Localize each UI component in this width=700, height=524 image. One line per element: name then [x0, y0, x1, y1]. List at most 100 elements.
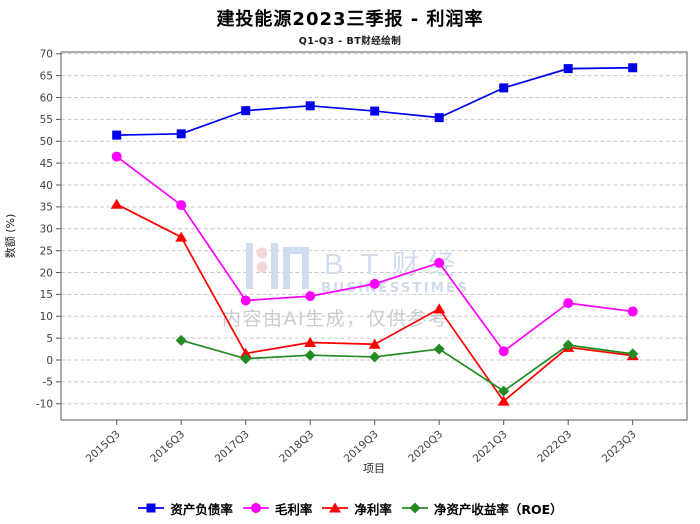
x-tick-label: 2023Q3: [600, 428, 639, 465]
triangle-marker-icon: [322, 502, 349, 513]
series-2: [110, 198, 639, 406]
series-0: [112, 63, 638, 140]
plot-area: ＢＴ财经BUSINESSTIMES内容由AI生成，仅供参考-10-5051015…: [4, 49, 688, 475]
data-point: [368, 338, 381, 349]
legend-marker: [409, 502, 421, 514]
x-tick-label: 2015Q3: [84, 428, 123, 465]
watermark-ai-note: 内容由AI生成，仅供参考: [222, 308, 449, 330]
y-tick-label: 35: [40, 202, 53, 214]
data-point: [175, 334, 187, 346]
data-point: [110, 198, 123, 209]
chart-title: 建投能源2023三季报 - 利润率: [216, 9, 484, 30]
data-point: [497, 395, 510, 406]
circle-marker-icon: [242, 503, 269, 513]
legend-marker: [329, 502, 342, 513]
data-point: [305, 291, 316, 302]
x-tick-label: 2022Q3: [535, 428, 574, 465]
series-3: [175, 334, 639, 397]
data-point: [176, 129, 186, 139]
y-tick-label: 40: [40, 180, 53, 192]
y-tick-label: 70: [40, 49, 53, 61]
watermark-logo-bar: [246, 243, 253, 289]
watermark-logo-bar: [283, 247, 309, 254]
x-tick-label: 2016Q3: [148, 428, 187, 465]
x-tick-label: 2017Q3: [213, 428, 252, 465]
y-tick-label: 45: [40, 158, 53, 170]
data-point: [498, 346, 509, 357]
y-tick-label: -10: [36, 399, 53, 411]
y-axis-title: 数额 (%): [4, 214, 17, 259]
data-point: [563, 64, 573, 74]
y-tick-label: 15: [40, 289, 53, 301]
y-axis: -10 -5 0 5 10 15 20 25 30 35 40 45 50 55 60 65 70: [36, 49, 61, 411]
data-point: [239, 347, 252, 358]
y-tick-label: 10: [40, 311, 53, 323]
data-point: [369, 351, 381, 363]
data-point: [304, 337, 317, 347]
diamond-marker-icon: [401, 502, 428, 514]
legend: 资产负债率 毛利率 净利率 净资产收益率（ROE）: [0, 497, 700, 519]
data-point: [562, 339, 574, 351]
data-point: [434, 257, 445, 268]
data-point: [370, 106, 380, 116]
series-line: [115, 203, 634, 402]
data-point: [175, 231, 188, 242]
y-tick-label: 55: [40, 114, 53, 126]
x-axis-title: 项目: [363, 462, 385, 475]
y-tick-label: 0: [46, 355, 53, 367]
x-tick-label: 2020Q3: [406, 428, 445, 465]
y-tick-label: 5: [46, 333, 53, 345]
y-tick-label: 30: [40, 224, 53, 236]
data-point: [176, 200, 187, 211]
watermark-logo-dot: [256, 247, 268, 259]
data-point: [498, 385, 510, 397]
legend-label: 净资产收益率（ROE）: [433, 501, 563, 517]
data-point: [563, 298, 574, 309]
legend-label: 毛利率: [274, 501, 313, 517]
legend-item-1: 毛利率: [242, 499, 313, 518]
series-line: [115, 66, 634, 136]
data-point: [304, 349, 316, 361]
watermark-logo-bar: [271, 243, 278, 289]
watermark-logo-bar: [302, 247, 309, 289]
data-point: [241, 106, 251, 116]
x-tick-label: 2018Q3: [277, 428, 316, 465]
x-axis: 2015Q3 2016Q3 2017Q3 2018Q3 2019Q3 2020Q3 2021…: [84, 420, 639, 465]
legend-marker: [146, 503, 156, 513]
chart-subtitle: Q1-Q3 - BT财经绘制: [298, 36, 402, 47]
square-marker-icon: [138, 503, 165, 513]
data-point: [240, 353, 252, 365]
legend-item-3: 净资产收益率（ROE）: [401, 499, 563, 518]
series-1: [111, 151, 638, 357]
legend-item-0: 资产负债率: [137, 499, 233, 518]
data-point: [433, 343, 445, 355]
legend-label: 资产负债率: [170, 501, 233, 517]
data-point: [627, 306, 638, 317]
data-point: [112, 130, 122, 140]
data-point: [111, 151, 122, 162]
watermark-logo-bar: [283, 247, 290, 289]
y-tick-label: 60: [40, 92, 53, 104]
legend-marker: [250, 503, 261, 513]
x-tick-label: 2021Q3: [471, 428, 510, 465]
data-point: [305, 101, 315, 111]
data-point: [433, 303, 446, 314]
data-point: [369, 278, 380, 289]
plot-frame: [60, 51, 688, 421]
y-tick-label: 25: [40, 245, 53, 257]
data-point: [434, 113, 444, 123]
y-tick-label: 65: [40, 70, 53, 82]
watermark-brand-en: BUSINESSTIMES: [321, 280, 469, 296]
y-tick-label: -5: [43, 377, 53, 389]
y-tick-label: 20: [40, 267, 53, 279]
data-point: [627, 348, 639, 360]
legend-label: 净利率: [354, 501, 392, 517]
data-point: [628, 63, 638, 73]
series-line: [180, 339, 634, 392]
watermark-logo-dot: [256, 261, 268, 273]
data-point: [499, 83, 509, 93]
x-tick-label: 2019Q3: [342, 428, 381, 465]
legend-item-2: 净利率: [321, 499, 392, 518]
